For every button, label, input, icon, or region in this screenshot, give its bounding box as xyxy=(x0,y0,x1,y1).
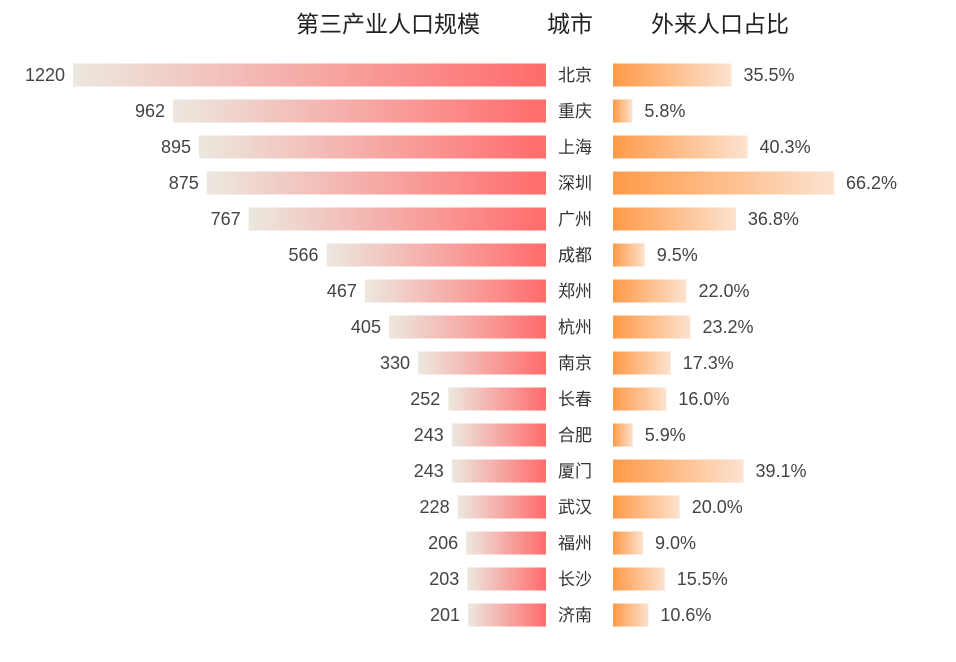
right-value-label: 23.2% xyxy=(702,317,753,337)
left-value-label: 405 xyxy=(351,317,381,337)
city-label: 南京 xyxy=(558,354,592,373)
right-bar xyxy=(613,567,665,591)
left-value-label: 203 xyxy=(429,569,459,589)
left-bar xyxy=(73,63,546,87)
right-value-label: 35.5% xyxy=(744,65,795,85)
right-bar xyxy=(613,531,644,555)
left-value-label: 201 xyxy=(430,605,460,625)
left-value-label: 875 xyxy=(169,173,199,193)
right-bar xyxy=(613,459,744,483)
city-label: 济南 xyxy=(558,606,592,625)
right-bar xyxy=(613,63,732,87)
right-bar xyxy=(613,495,680,519)
city-label: 长沙 xyxy=(558,570,592,589)
city-label: 北京 xyxy=(558,66,592,85)
right-bar xyxy=(613,171,834,195)
right-bar xyxy=(613,279,687,303)
right-bar xyxy=(613,135,748,159)
left-bar xyxy=(418,351,546,375)
right-bar xyxy=(613,207,736,231)
city-label: 长春 xyxy=(558,390,592,409)
right-bar xyxy=(613,351,671,375)
right-value-label: 17.3% xyxy=(683,353,734,373)
right-value-label: 40.3% xyxy=(760,137,811,157)
right-bar xyxy=(613,603,649,627)
right-value-label: 5.9% xyxy=(645,425,686,445)
right-value-label: 20.0% xyxy=(692,497,743,517)
city-label: 上海 xyxy=(558,138,592,157)
right-value-label: 66.2% xyxy=(846,173,897,193)
city-label: 深圳 xyxy=(558,174,592,193)
right-value-label: 22.0% xyxy=(698,281,749,301)
right-bar xyxy=(613,315,691,339)
left-bar xyxy=(467,567,546,591)
right-value-label: 39.1% xyxy=(756,461,807,481)
left-bar xyxy=(248,207,547,231)
city-label: 合肥 xyxy=(558,426,592,445)
left-bar xyxy=(206,171,547,195)
city-label: 武汉 xyxy=(558,498,592,517)
city-label: 杭州 xyxy=(558,318,592,337)
left-bar xyxy=(364,279,546,303)
left-bar xyxy=(457,495,546,519)
right-value-label: 5.8% xyxy=(644,101,685,121)
right-value-label: 9.5% xyxy=(657,245,698,265)
left-value-label: 895 xyxy=(161,137,191,157)
right-value-label: 36.8% xyxy=(748,209,799,229)
left-value-label: 962 xyxy=(135,101,165,121)
left-bar xyxy=(451,423,546,447)
city-label: 重庆 xyxy=(558,102,592,121)
right-value-label: 10.6% xyxy=(660,605,711,625)
city-label: 成都 xyxy=(558,246,592,265)
city-label: 郑州 xyxy=(558,282,592,301)
right-bar xyxy=(613,99,633,123)
right-series-header: 外来人口占比 xyxy=(651,11,789,37)
left-series-header: 第三产业人口规模 xyxy=(296,11,480,37)
right-bar xyxy=(613,387,667,411)
left-value-label: 228 xyxy=(420,497,450,517)
city-label: 广州 xyxy=(558,210,592,229)
left-value-label: 330 xyxy=(380,353,410,373)
left-value-label: 566 xyxy=(289,245,319,265)
left-value-label: 767 xyxy=(211,209,241,229)
left-bar xyxy=(451,459,546,483)
right-bar xyxy=(613,243,645,267)
left-value-label: 243 xyxy=(414,461,444,481)
left-value-label: 467 xyxy=(327,281,357,301)
left-bar xyxy=(326,243,546,267)
right-value-label: 16.0% xyxy=(678,389,729,409)
city-label: 厦门 xyxy=(558,462,592,481)
left-value-label: 252 xyxy=(410,389,440,409)
city-column-header: 城市 xyxy=(547,11,593,37)
city-label: 福州 xyxy=(558,534,592,553)
left-bar xyxy=(173,99,546,123)
right-value-label: 9.0% xyxy=(655,533,696,553)
right-bar xyxy=(613,423,633,447)
left-bar xyxy=(199,135,547,159)
right-value-label: 15.5% xyxy=(677,569,728,589)
left-bar xyxy=(468,603,546,627)
left-value-label: 243 xyxy=(414,425,444,445)
left-value-label: 206 xyxy=(428,533,458,553)
left-value-label: 1220 xyxy=(25,65,65,85)
left-bar xyxy=(448,387,546,411)
left-bar xyxy=(466,531,546,555)
left-bar xyxy=(388,315,546,339)
